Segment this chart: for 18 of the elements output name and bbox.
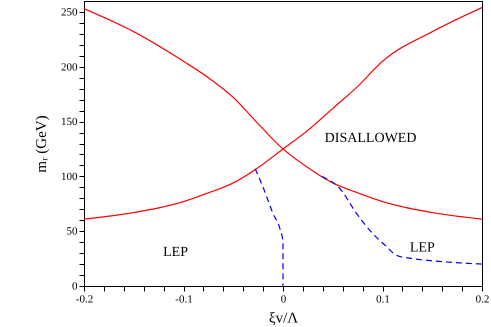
annotation: DISALLOWED bbox=[324, 130, 416, 146]
y-tick-label: 200 bbox=[61, 61, 78, 74]
line-series bbox=[321, 176, 482, 265]
x-tick-label: -0.2 bbox=[76, 294, 94, 306]
x-tick-label: 0 bbox=[280, 294, 287, 306]
y-tick-label: 100 bbox=[61, 170, 78, 183]
x-tick-label: -0.1 bbox=[175, 294, 193, 306]
line-series bbox=[254, 168, 284, 286]
x-axis-title: ξv/Λ bbox=[268, 310, 298, 326]
y-axis-title: mᵣ (GeV) bbox=[34, 115, 50, 173]
annotation: LEP bbox=[410, 240, 435, 256]
y-tick-label: 50 bbox=[66, 226, 78, 238]
x-tick-label: 0.2 bbox=[476, 294, 490, 306]
y-tick-label: 0 bbox=[72, 280, 78, 292]
y-tick-label: 250 bbox=[61, 6, 78, 18]
x-tick-label: 0.1 bbox=[376, 294, 390, 306]
annotation: LEP bbox=[163, 244, 188, 260]
y-tick-label: 150 bbox=[61, 116, 78, 128]
